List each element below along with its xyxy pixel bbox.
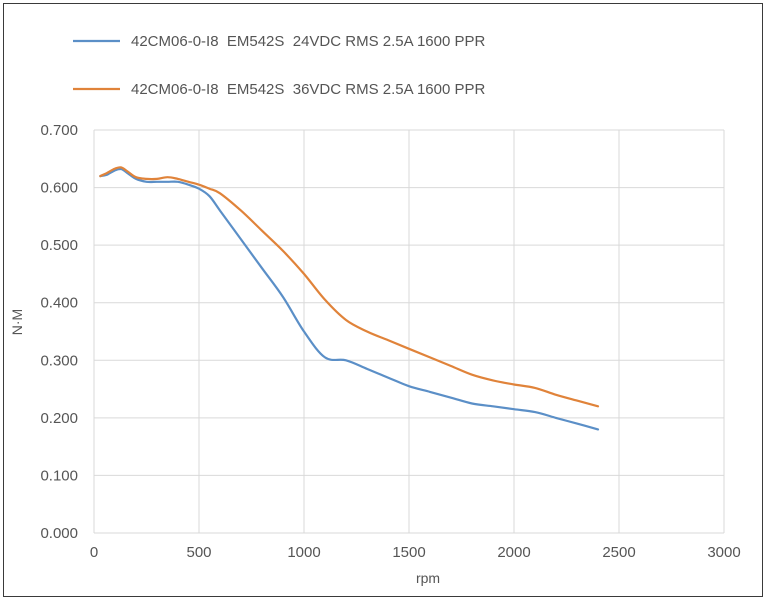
- x-tick-label: 500: [186, 544, 211, 561]
- x-tick-label: 0: [90, 544, 98, 561]
- legend-label-2: 42CM06-0-I8 EM542S 36VDC RMS 2.5A 1600 P…: [131, 81, 486, 98]
- legend: 42CM06-0-I8 EM542S 24VDC RMS 2.5A 1600 P…: [73, 33, 486, 98]
- grid-lines: [93, 129, 725, 534]
- y-tick-label: 0.200: [40, 410, 78, 427]
- y-tick-label: 0.400: [40, 295, 78, 312]
- series-lines: [99, 166, 600, 431]
- series-line-1: [99, 167, 600, 431]
- y-tick-label: 0.700: [40, 122, 78, 139]
- y-tick-label: 0.600: [40, 180, 78, 197]
- y-tick-label: 0.300: [40, 352, 78, 369]
- y-tick-label: 0.500: [40, 237, 78, 254]
- x-tick-label: 1000: [287, 544, 320, 561]
- x-axis-title: rpm: [416, 570, 440, 586]
- axes: 0.000 0.100 0.200 0.300 0.400 0.500 0.600 0.700…: [40, 122, 740, 561]
- y-axis-title: N·M: [9, 309, 25, 335]
- series-line-2: [99, 166, 600, 408]
- y-tick-label: 0.100: [40, 467, 78, 484]
- x-tick-label: 1500: [392, 544, 425, 561]
- x-tick-label: 2500: [602, 544, 635, 561]
- x-tick-label: 2000: [497, 544, 530, 561]
- x-tick-label: 3000: [707, 544, 740, 561]
- y-tick-label: 0.000: [40, 525, 78, 542]
- legend-label-1: 42CM06-0-I8 EM542S 24VDC RMS 2.5A 1600 P…: [131, 33, 486, 50]
- chart-frame: [3, 3, 763, 597]
